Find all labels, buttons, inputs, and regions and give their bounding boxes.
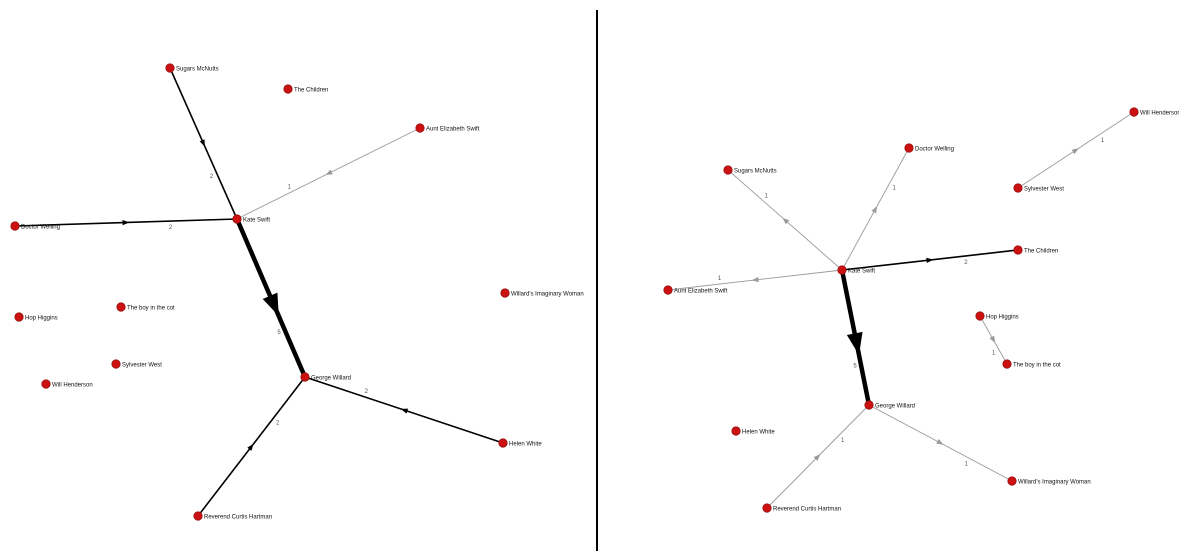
left-node-boy — [116, 302, 126, 312]
right-edge-kate-to-sugars-weight: 1 — [764, 193, 768, 199]
right-graph-canvas: 1 1 1 2 1 1 5 1 1 Will Henderson Doctor Welling Sug… — [663, 107, 1179, 513]
right-node-sugars-label: Sugars McNutts — [734, 169, 777, 175]
left-node-children — [283, 84, 293, 94]
right-nodes: Will Henderson Doctor Welling Sugars McNut… — [663, 107, 1179, 513]
left-graph-canvas: 2 1 2 5 2 2 Sugars McNutts The Children Aunt Eli… — [10, 63, 584, 521]
right-edge-george-to-imaginary-arrow — [936, 439, 944, 445]
right-node-children — [1013, 245, 1023, 255]
right-node-helen — [731, 426, 741, 436]
left-node-helen — [498, 438, 508, 448]
right-edge-kate-to-aunt-weight: 1 — [718, 276, 722, 282]
right-node-boy-label: The boy in the cot — [1013, 363, 1061, 369]
left-node-george — [300, 372, 310, 382]
left-node-george-label: George Willard — [311, 376, 351, 382]
left-node-imaginary — [500, 288, 510, 298]
left-edge-helen-to-george-arrow — [400, 408, 409, 414]
panel-divider — [596, 10, 598, 551]
left-node-kate — [232, 214, 242, 224]
right-edge-sylvester-to-will-arrow — [1071, 148, 1079, 155]
right-node-hop — [975, 311, 985, 321]
left-node-kate-label: Kate Swift — [243, 218, 270, 224]
left-edges: 2 1 2 5 2 2 — [14, 67, 504, 517]
left-node-sugars-label: Sugars McNutts — [176, 67, 219, 73]
left-node-reverend — [193, 511, 203, 521]
left-node-will — [41, 379, 51, 389]
right-edge-hop-to-boy-arrow — [989, 335, 996, 344]
left-edge-reverend-to-george-arrow — [247, 443, 254, 451]
left-edge-kate-to-george-arrow — [262, 292, 279, 317]
left-node-sylvester — [111, 359, 121, 369]
left-node-aunt — [415, 123, 425, 133]
right-edge-reverend-to-george-arrow — [813, 454, 821, 461]
right-node-doctor — [904, 143, 914, 153]
right-node-kate-label: Kate Swift — [848, 269, 875, 275]
right-node-sylvester — [1013, 183, 1023, 193]
left-edge-aunt-to-kate-weight: 1 — [288, 184, 292, 190]
left-edge-helen-to-george-weight: 2 — [365, 389, 369, 395]
left-node-sylvester-label: Sylvester West — [122, 363, 162, 369]
right-edge-george-to-imaginary-weight: 1 — [965, 461, 969, 467]
left-node-reverend-label: Reverend Curtis Hartman — [204, 515, 272, 521]
right-node-aunt — [663, 285, 673, 295]
left-network-graph: 2 1 2 5 2 2 Sugars McNutts The Children Aunt Eli… — [10, 63, 584, 521]
left-edge-sugars-to-kate-arrow — [199, 139, 205, 147]
left-node-hop — [14, 312, 24, 322]
right-node-sugars — [723, 165, 733, 175]
right-node-sylvester-label: Sylvester West — [1024, 187, 1064, 193]
right-node-imaginary — [1007, 476, 1017, 486]
left-node-boy-label: The boy in the cot — [127, 306, 175, 312]
right-edge-sylvester-to-will-weight: 1 — [1101, 138, 1105, 144]
right-edge-kate-to-children-weight: 2 — [964, 260, 968, 266]
right-edge-kate-to-doctor-weight: 1 — [892, 185, 896, 191]
right-edge-kate-to-aunt-arrow — [751, 277, 759, 283]
right-node-will — [1129, 107, 1139, 117]
left-node-helen-label: Helen White — [509, 442, 542, 448]
left-edge-doctor-to-kate-arrow — [122, 220, 130, 226]
left-node-will-label: Will Henderson — [52, 383, 93, 389]
right-node-boy — [1002, 359, 1012, 369]
right-edge-kate-to-doctor-arrow — [871, 205, 878, 214]
left-nodes: Sugars McNutts The Children Aunt Elizabeth… — [10, 63, 584, 521]
right-edge-reverend-to-george-weight: 1 — [841, 438, 845, 444]
right-node-helen-label: Helen White — [742, 430, 775, 436]
right-network-graph: 1 1 1 2 1 1 5 1 1 Will Henderson Doctor Welling Sug… — [598, 0, 1179, 551]
right-edge-hop-to-boy-weight: 1 — [992, 351, 996, 357]
left-edge-reverend-to-george-weight: 2 — [276, 420, 280, 426]
right-node-george-label: George Willard — [875, 404, 915, 410]
right-node-aunt-label: Aunt Elizabeth Swift — [674, 289, 728, 295]
right-node-reverend-label: Reverend Curtis Hartman — [773, 507, 841, 513]
right-edge-kate-to-children-arrow — [926, 257, 934, 263]
left-node-doctor-label: Doctor Welling — [21, 225, 60, 231]
left-node-imaginary-label: Willard's Imaginary Woman — [511, 292, 584, 298]
right-edge-kate-to-george-arrow — [846, 331, 863, 356]
left-edge-kate-to-george-weight: 5 — [277, 330, 281, 336]
right-node-george — [864, 400, 874, 410]
left-node-sugars — [165, 63, 175, 73]
right-edge-kate-to-sugars-arrow — [782, 217, 790, 225]
right-node-doctor-label: Doctor Welling — [915, 147, 954, 153]
right-node-will-label: Will Henderson — [1140, 111, 1179, 117]
left-node-hop-label: Hop Higgins — [25, 316, 58, 322]
left-edge-aunt-to-kate-arrow — [325, 169, 333, 176]
right-node-reverend — [762, 503, 772, 513]
right-node-imaginary-label: Willard's Imaginary Woman — [1018, 480, 1091, 486]
right-node-children-label: The Children — [1024, 249, 1058, 255]
left-edge-doctor-to-kate-weight: 2 — [169, 225, 173, 231]
right-node-kate — [837, 265, 847, 275]
left-node-doctor — [10, 221, 20, 231]
right-node-hop-label: Hop Higgins — [986, 315, 1019, 321]
left-edge-sugars-to-kate-weight: 2 — [210, 174, 214, 180]
right-edge-kate-to-george-weight: 5 — [853, 364, 857, 370]
left-node-aunt-label: Aunt Elizabeth Swift — [426, 127, 480, 133]
right-edges: 1 1 1 2 1 1 5 1 1 — [667, 111, 1135, 509]
left-node-children-label: The Children — [294, 88, 328, 94]
